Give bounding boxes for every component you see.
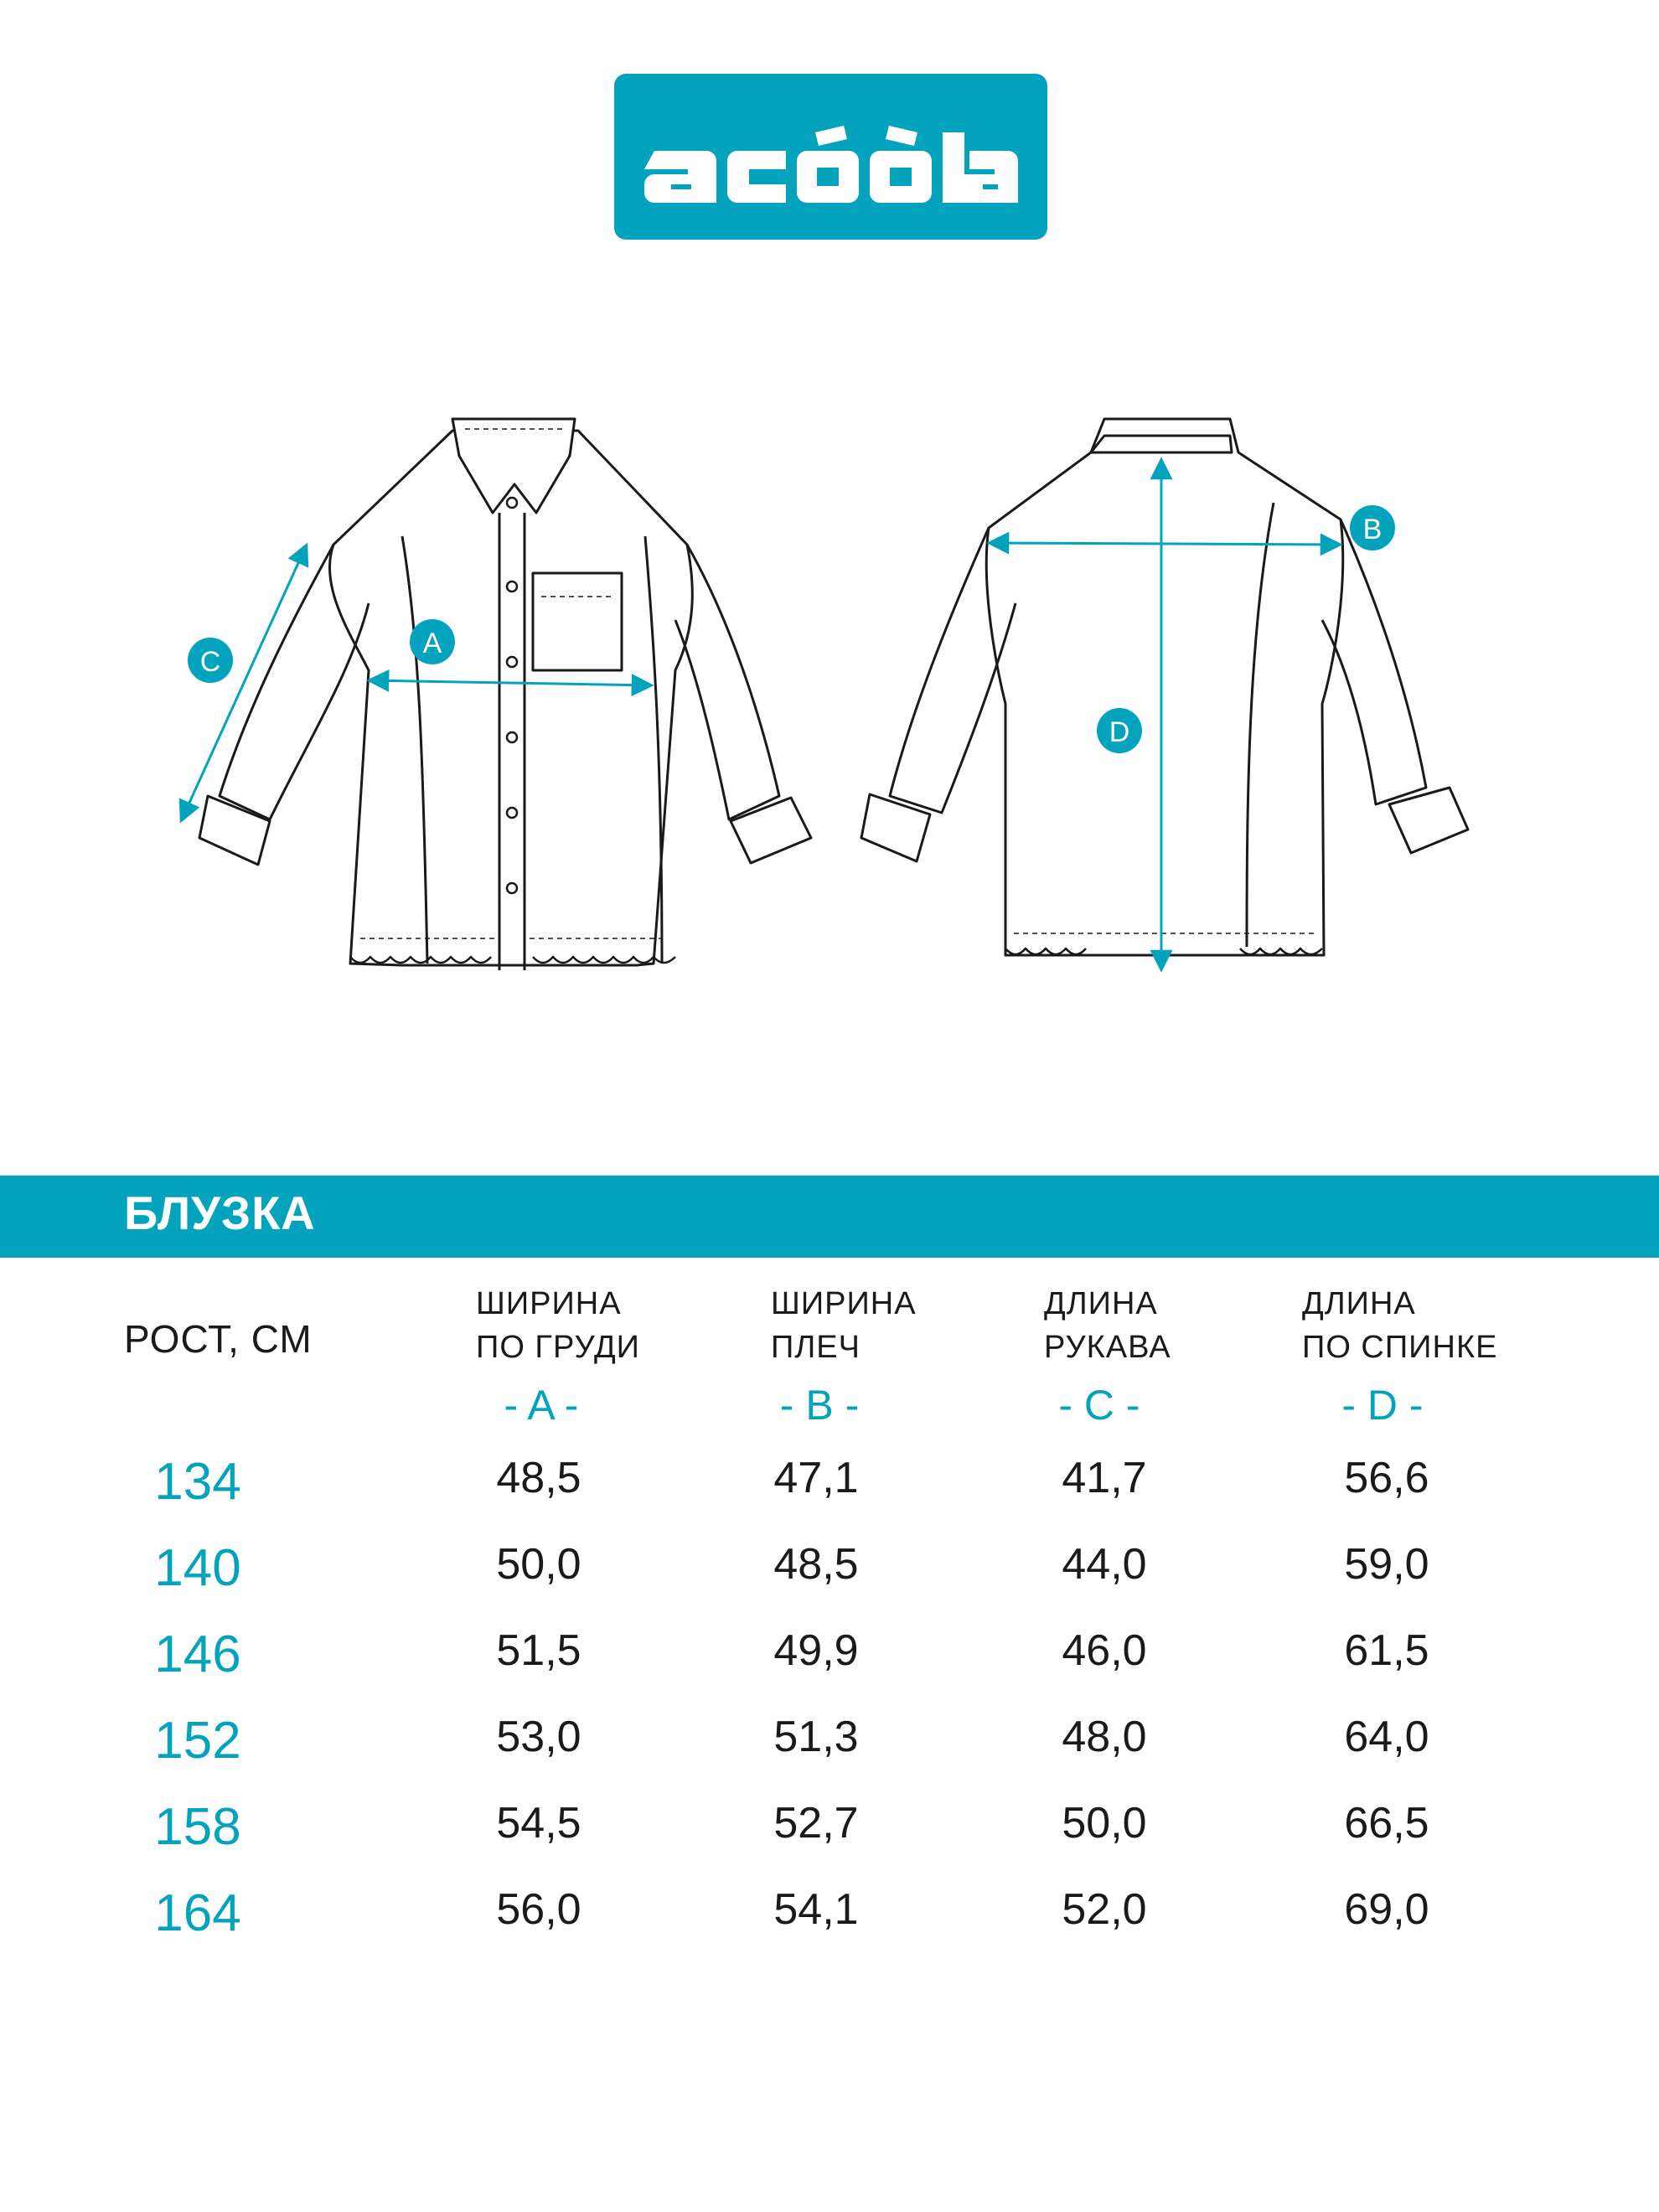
chest-width-value: 50,0 bbox=[496, 1540, 581, 1589]
column-code-c: - C - bbox=[1058, 1382, 1140, 1429]
measure-line-c bbox=[178, 542, 309, 824]
garment-sketches: A C B D bbox=[178, 417, 1470, 973]
back-length-value: 69,0 bbox=[1344, 1885, 1429, 1934]
height-value: 140 bbox=[154, 1539, 241, 1597]
column-header-line1: ДЛИНА bbox=[1044, 1286, 1158, 1321]
back-length-value: 61,5 bbox=[1344, 1626, 1429, 1675]
product-title: БЛУЗКА bbox=[124, 1186, 316, 1239]
back-length-value: 64,0 bbox=[1344, 1713, 1429, 1761]
sleeve-length-value: 50,0 bbox=[1062, 1799, 1147, 1848]
marker-a: A bbox=[410, 619, 455, 664]
chest-width-value: 56,0 bbox=[496, 1885, 581, 1934]
column-header-line1: ШИРИНА bbox=[771, 1286, 917, 1321]
size-row: 140 50,0 48,5 44,0 59,0 bbox=[0, 1543, 1659, 1626]
blouse-front-sketch bbox=[198, 417, 813, 970]
title-band bbox=[0, 1176, 1659, 1258]
shoulder-width-value: 51,3 bbox=[773, 1713, 859, 1761]
chest-width-value: 53,0 bbox=[496, 1713, 581, 1761]
column-header-line2: ПЛЕЧ bbox=[771, 1330, 861, 1365]
column-header-chest-width: ШИРИНА ПО ГРУДИ bbox=[476, 1282, 640, 1369]
column-code-b: - B - bbox=[779, 1382, 860, 1429]
shoulder-width-value: 47,1 bbox=[773, 1454, 859, 1502]
svg-text:B: B bbox=[1363, 514, 1382, 545]
column-header-line2: ПО ГРУДИ bbox=[476, 1330, 640, 1365]
sleeve-length-value: 52,0 bbox=[1062, 1885, 1147, 1934]
height-column-header: РОСТ, СМ bbox=[124, 1317, 313, 1361]
shoulder-width-value: 52,7 bbox=[773, 1799, 859, 1848]
height-value: 152 bbox=[154, 1712, 241, 1770]
back-length-value: 56,6 bbox=[1344, 1454, 1429, 1502]
measure-line-b bbox=[986, 531, 1343, 556]
column-header-line1: ШИРИНА bbox=[476, 1286, 622, 1321]
svg-text:C: C bbox=[200, 646, 221, 678]
svg-text:A: A bbox=[423, 628, 442, 659]
shoulder-width-value: 54,1 bbox=[773, 1885, 859, 1934]
shoulder-width-value: 48,5 bbox=[773, 1540, 859, 1589]
chest-width-value: 54,5 bbox=[496, 1799, 581, 1848]
brand-logo bbox=[614, 74, 1047, 240]
column-header-sleeve-length: ДЛИНА РУКАВА bbox=[1044, 1282, 1171, 1369]
back-length-value: 66,5 bbox=[1344, 1799, 1429, 1848]
chest-width-value: 48,5 bbox=[496, 1454, 581, 1502]
sleeve-length-value: 46,0 bbox=[1062, 1626, 1147, 1675]
height-value: 164 bbox=[154, 1884, 241, 1942]
column-header-line1: ДЛИНА bbox=[1302, 1286, 1416, 1321]
size-row: 146 51,5 49,9 46,0 61,5 bbox=[0, 1629, 1659, 1713]
column-code-a: - A - bbox=[504, 1382, 579, 1429]
size-row: 134 48,5 47,1 41,7 56,6 bbox=[0, 1456, 1659, 1540]
shoulder-width-value: 49,9 bbox=[773, 1626, 859, 1675]
marker-d: D bbox=[1097, 708, 1142, 753]
height-value: 134 bbox=[154, 1453, 241, 1511]
measure-line-a bbox=[366, 669, 654, 697]
column-header-back-length: ДЛИНА ПО СПИНКЕ bbox=[1302, 1282, 1497, 1369]
marker-c: C bbox=[188, 638, 233, 683]
size-row: 164 56,0 54,1 52,0 69,0 bbox=[0, 1888, 1659, 1972]
back-length-value: 59,0 bbox=[1344, 1540, 1429, 1589]
column-header-shoulder-width: ШИРИНА ПЛЕЧ bbox=[771, 1282, 917, 1369]
blouse-back-sketch bbox=[860, 417, 1470, 957]
height-value: 146 bbox=[154, 1625, 241, 1683]
height-value: 158 bbox=[154, 1798, 241, 1856]
sleeve-length-value: 41,7 bbox=[1062, 1454, 1147, 1502]
column-header-line2: РУКАВА bbox=[1044, 1330, 1171, 1365]
svg-text:D: D bbox=[1109, 716, 1130, 748]
measurement-lines bbox=[178, 457, 1343, 973]
size-row: 152 53,0 51,3 48,0 64,0 bbox=[0, 1715, 1659, 1799]
column-header-line2: ПО СПИНКЕ bbox=[1302, 1330, 1498, 1365]
sleeve-length-value: 48,0 bbox=[1062, 1713, 1147, 1761]
sleeve-length-value: 44,0 bbox=[1062, 1540, 1147, 1589]
marker-b: B bbox=[1350, 505, 1395, 550]
chest-width-value: 51,5 bbox=[496, 1626, 581, 1675]
column-code-d: - D - bbox=[1341, 1382, 1424, 1429]
size-row: 158 54,5 52,7 50,0 66,5 bbox=[0, 1801, 1659, 1885]
logo-wordmark bbox=[644, 126, 1018, 203]
